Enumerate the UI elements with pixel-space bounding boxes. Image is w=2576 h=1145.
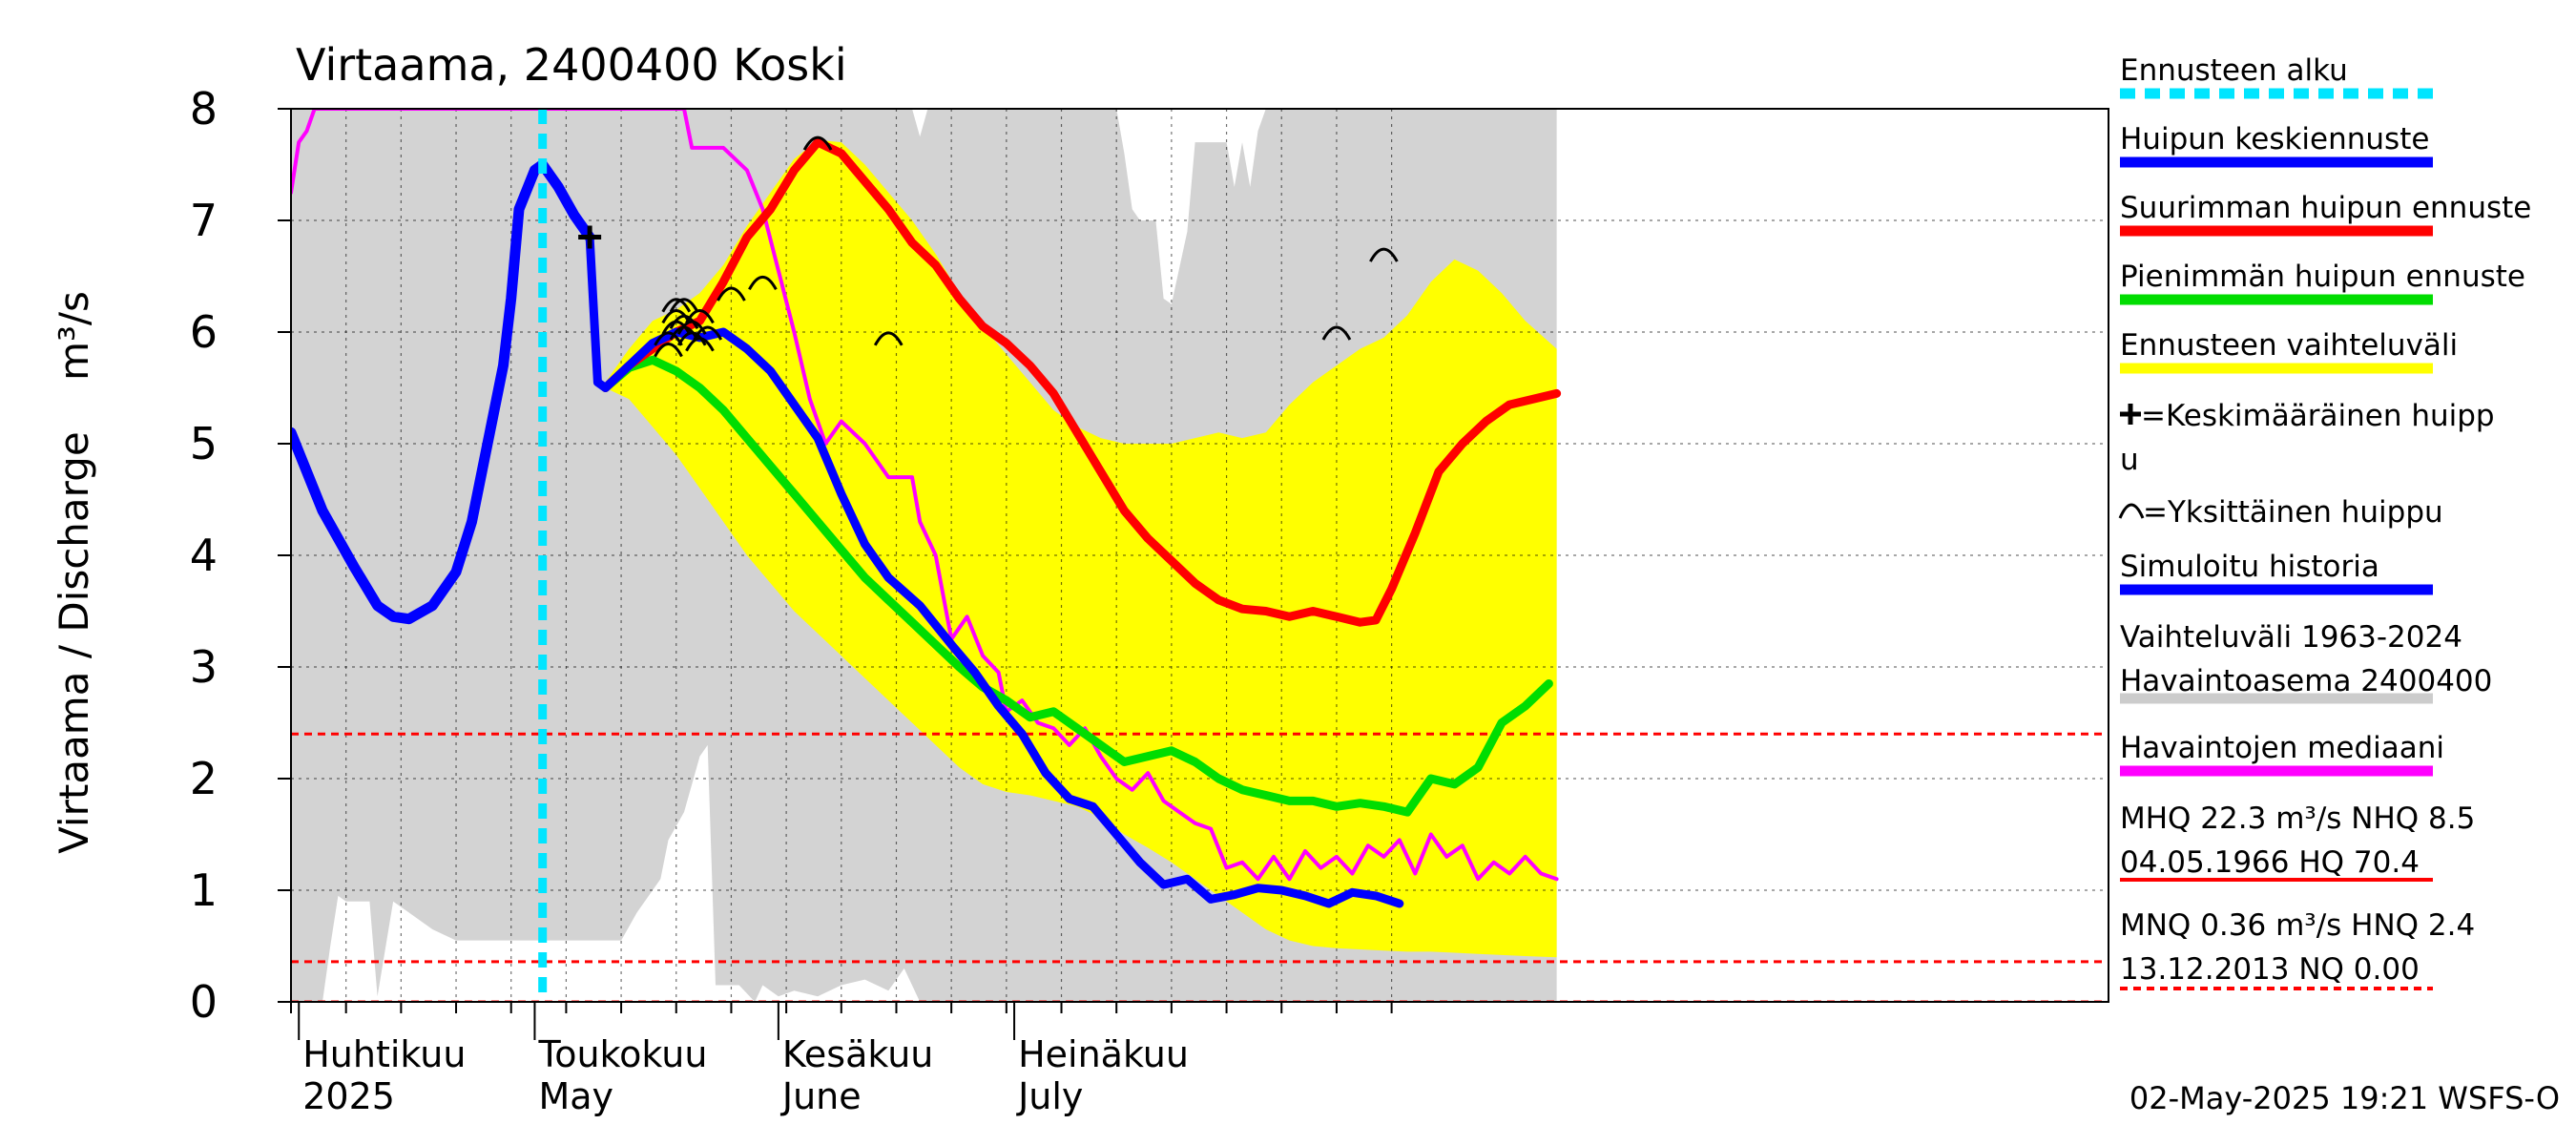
x-month-label: Huhtikuu [302, 1033, 466, 1075]
legend-label-line2: 04.05.1966 HQ 70.4 [2120, 845, 2420, 880]
series-line-pienimm-n-huipun-ennuste [601, 355, 1553, 817]
legend-label: MNQ 0.36 m³/s HNQ 2.4 [2120, 908, 2475, 943]
individual-peak-marker [654, 343, 683, 358]
individual-peak-marker [669, 314, 699, 330]
legend-label: Pienimmän huipun ennuste [2120, 260, 2525, 294]
legend-label-line2: u [2120, 443, 2139, 477]
y-tick-label: 1 [190, 864, 218, 916]
chart-title: Virtaama, 2400400 Koski [296, 39, 847, 91]
x-month-sublabel: June [780, 1075, 862, 1117]
x-month-sublabel: 2025 [302, 1075, 395, 1117]
individual-peak-marker [685, 337, 715, 352]
individual-peak-marker [1369, 247, 1399, 262]
series-line-havaintojen-mediaani [291, 109, 1559, 882]
legend-label: Ennusteen alku [2120, 53, 2348, 88]
series-line-suurimman-huipun-ennuste [601, 137, 1562, 627]
individual-peak-marker [873, 331, 904, 346]
legend-label: Simuloitu historia [2120, 550, 2379, 584]
y-tick-label: 3 [190, 641, 218, 693]
x-month-label: Kesäkuu [782, 1033, 934, 1075]
footer-timestamp: 02-May-2025 19:21 WSFS-O [2129, 1080, 2560, 1116]
plot-area: 012345678Huhtikuu2025ToukokuuMayKesäkuuJ… [190, 83, 2109, 1117]
legend-symbol-arc [2118, 503, 2145, 519]
x-month-sublabel: July [1016, 1075, 1083, 1117]
individual-peak-marker [669, 298, 699, 313]
forecast-range-band [605, 139, 1557, 958]
y-tick-label: 4 [190, 530, 218, 581]
y-tick-label: 2 [190, 753, 218, 804]
y-tick-label: 8 [190, 83, 218, 135]
y-tick-label: 7 [190, 195, 218, 246]
legend-label: Ennusteen vaihteluväli [2120, 328, 2458, 363]
legend-label: Huipun keskiennuste [2120, 122, 2429, 156]
y-tick-label: 0 [190, 976, 218, 1028]
individual-peak-marker [661, 298, 692, 313]
individual-peak-marker [693, 325, 723, 341]
individual-peak-marker [717, 286, 746, 302]
legend-label-line2: Havaintoasema 2400400 [2120, 664, 2492, 698]
legend-label: =Keskimääräinen huipp [2141, 399, 2495, 433]
legend-label: MHQ 22.3 m³/s NHQ 8.5 [2120, 802, 2475, 836]
x-month-sublabel: May [538, 1075, 613, 1117]
individual-peak-marker [802, 135, 833, 151]
plot-content [291, 109, 2109, 1002]
individual-peak-marker [685, 308, 715, 324]
legend-label: =Yksittäinen huippu [2143, 495, 2443, 530]
legend-label: Vaihteluväli 1963-2024 [2120, 620, 2462, 655]
legend-label: Suurimman huipun ennuste [2120, 191, 2531, 225]
y-axis-label: Virtaama / Discharge m³/s [51, 291, 97, 854]
y-tick-label: 6 [190, 306, 218, 358]
legend: Ennusteen alku Huipun keskiennuste Suurimm… [2118, 53, 2531, 990]
legend-symbol-plus [2120, 404, 2141, 425]
x-month-label: Toukokuu [537, 1033, 707, 1075]
x-month-label: Heinäkuu [1018, 1033, 1189, 1075]
legend-label: Havaintojen mediaani [2120, 731, 2444, 765]
individual-peak-marker [748, 275, 778, 291]
individual-peak-marker [676, 331, 707, 346]
individual-peak-marker [1321, 325, 1352, 341]
y-tick-label: 5 [190, 418, 218, 469]
legend-label-line2: 13.12.2013 NQ 0.00 [2120, 952, 2420, 987]
mean-peak-marker [578, 225, 602, 249]
